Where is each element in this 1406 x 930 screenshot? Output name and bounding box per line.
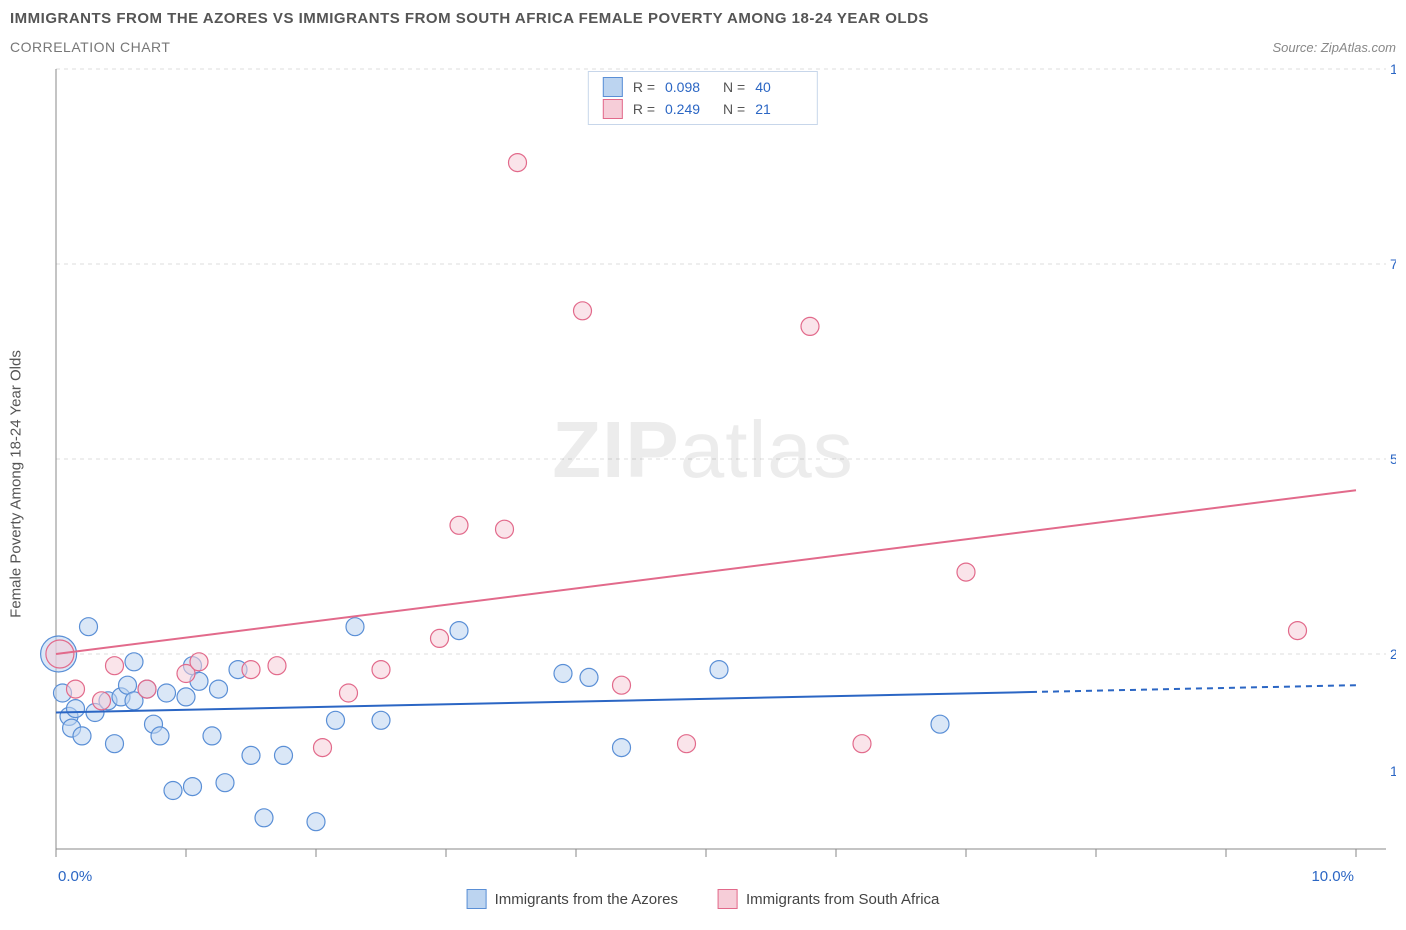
correlation-legend: R = 0.098N = 40R = 0.249N = 21 [588,71,818,125]
chart-subtitle: CORRELATION CHART [10,39,170,55]
svg-text:25.0%: 25.0% [1390,646,1396,662]
legend-row: R = 0.249N = 21 [603,98,803,120]
chart-title: IMMIGRANTS FROM THE AZORES VS IMMIGRANTS… [10,10,1396,27]
legend-item: Immigrants from the Azores [467,889,678,909]
scatter-plot-svg: 10.0% 25.0% 50.0% 75.0% 100.0% 0.0% 10.0% [10,59,1396,909]
series-legend: Immigrants from the Azores Immigrants fro… [467,889,940,909]
svg-text:75.0%: 75.0% [1390,256,1396,272]
svg-text:50.0%: 50.0% [1390,451,1396,467]
legend-row: R = 0.098N = 40 [603,76,803,98]
legend-item: Immigrants from South Africa [718,889,939,909]
source-attribution: Source: ZipAtlas.com [1272,40,1396,55]
svg-text:0.0%: 0.0% [58,868,92,885]
svg-text:10.0%: 10.0% [1311,868,1354,885]
svg-text:10.0%: 10.0% [1390,763,1396,779]
svg-text:100.0%: 100.0% [1390,61,1396,77]
chart-area: Female Poverty Among 18-24 Year Olds ZIP… [10,59,1396,909]
y-axis-title: Female Poverty Among 18-24 Year Olds [8,350,25,618]
